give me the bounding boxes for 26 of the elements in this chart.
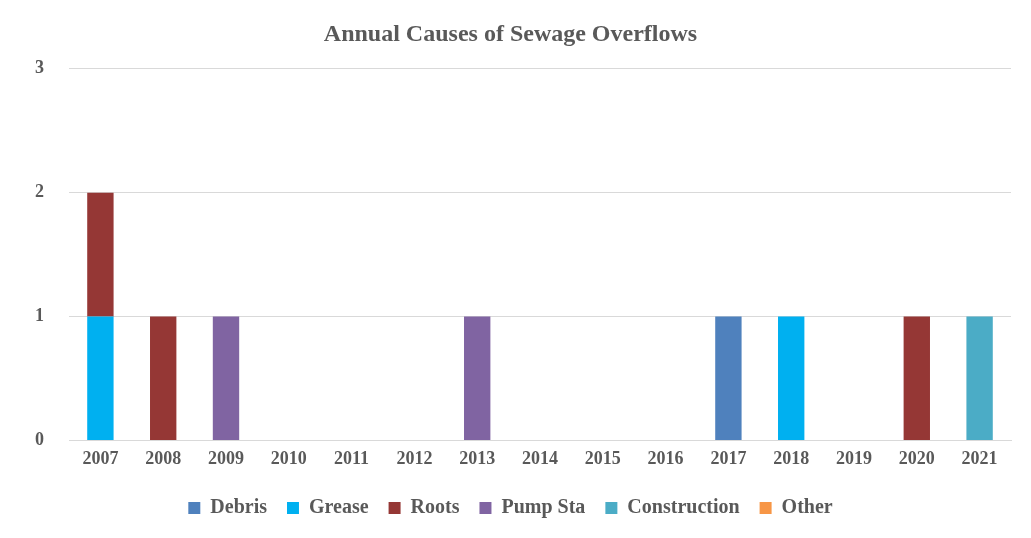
x-tick-label: 2014 xyxy=(522,447,558,468)
x-tick-label: 2013 xyxy=(459,447,496,468)
x-tick-label: 2011 xyxy=(334,447,370,468)
x-tick-label: 2008 xyxy=(145,447,182,468)
legend-label: Grease xyxy=(308,495,369,518)
legend-label: Other xyxy=(781,495,833,518)
y-tick-label: 2 xyxy=(35,181,44,202)
legend-label: Pump Sta xyxy=(501,495,586,519)
x-tick-label: 2018 xyxy=(773,447,810,468)
x-tick-label: 2010 xyxy=(270,447,307,468)
x-tick-label: 2016 xyxy=(647,447,684,468)
x-tick-label: 2015 xyxy=(584,447,621,468)
x-tick-label: 2009 xyxy=(208,447,244,468)
y-tick-label: 1 xyxy=(35,305,44,326)
y-tick-label: 0 xyxy=(35,429,44,450)
x-tick-label: 2020 xyxy=(898,447,935,468)
x-tick-label: 2017 xyxy=(710,447,747,468)
x-tick-label: 2019 xyxy=(836,447,872,468)
x-tick-label: 2007 xyxy=(82,447,119,468)
legend-label: Roots xyxy=(410,495,460,518)
chart-title: Annual Causes of Sewage Overflows xyxy=(323,19,698,46)
legend-label: Construction xyxy=(627,495,740,518)
legend-label: Debris xyxy=(210,495,268,518)
y-tick-label: 3 xyxy=(35,57,44,78)
x-tick-label: 2021 xyxy=(961,447,998,468)
x-tick-label: 2012 xyxy=(396,447,433,468)
